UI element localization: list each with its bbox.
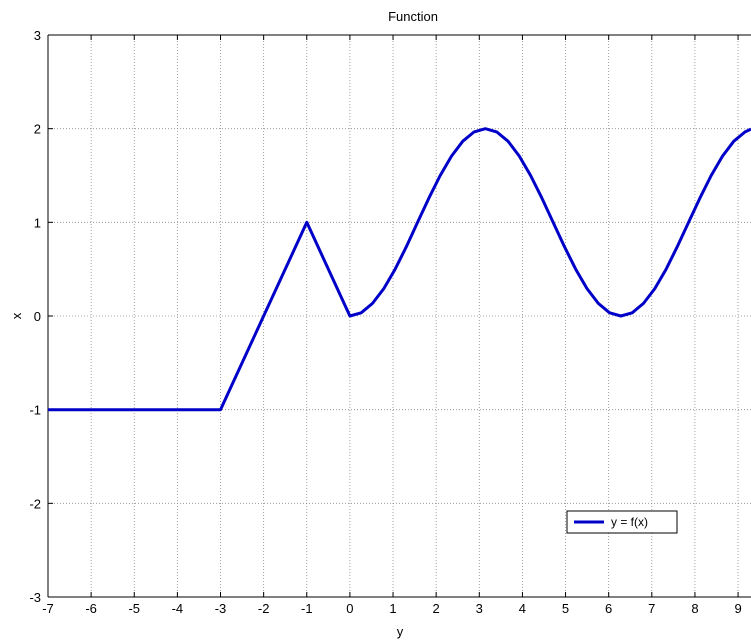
x-tick-label: 9 [734,601,741,616]
x-tick-label: -1 [301,601,313,616]
x-tick-label: -5 [128,601,140,616]
y-tick-label: 3 [34,28,41,43]
x-tick-label: -6 [85,601,97,616]
series-group [48,127,751,412]
y-tick-labels: -3 -2 -1 0 1 2 3 [29,28,41,605]
legend: y = f(x) [566,510,678,534]
y-tick-label: 1 [34,215,41,230]
x-tick-label: 6 [605,601,612,616]
y-tick-label: -3 [29,590,41,605]
x-tick-label: 5 [562,601,569,616]
series-line-0 [48,127,751,412]
x-tick-label: 7 [648,601,655,616]
x-tick-label: 4 [519,601,526,616]
x-tick-label: -2 [258,601,270,616]
x-tick-label: -3 [215,601,227,616]
y-tick-label: 0 [34,309,41,324]
legend-box [566,510,678,534]
y-axis-label: x [9,312,24,319]
x-axis-label: y [397,624,404,639]
plot-axes [47,34,751,598]
y-tick-label: -2 [29,496,41,511]
x-tick-label: 8 [691,601,698,616]
x-tick-label: 1 [389,601,396,616]
chart-title: Function [388,9,438,24]
x-tick-label: -7 [42,601,54,616]
x-tick-label: 2 [433,601,440,616]
x-tick-label: 0 [346,601,353,616]
y-tick-label: -1 [29,403,41,418]
x-tick-label: 3 [476,601,483,616]
y-tick-label: 2 [34,122,41,137]
grid-lines [48,35,751,597]
x-tick-label: -4 [172,601,184,616]
x-tick-labels: -7 -6 -5 -4 -3 -2 -1 0 1 2 3 4 5 6 7 8 9 [42,601,741,616]
legend-label: y = f(x) [611,515,648,529]
